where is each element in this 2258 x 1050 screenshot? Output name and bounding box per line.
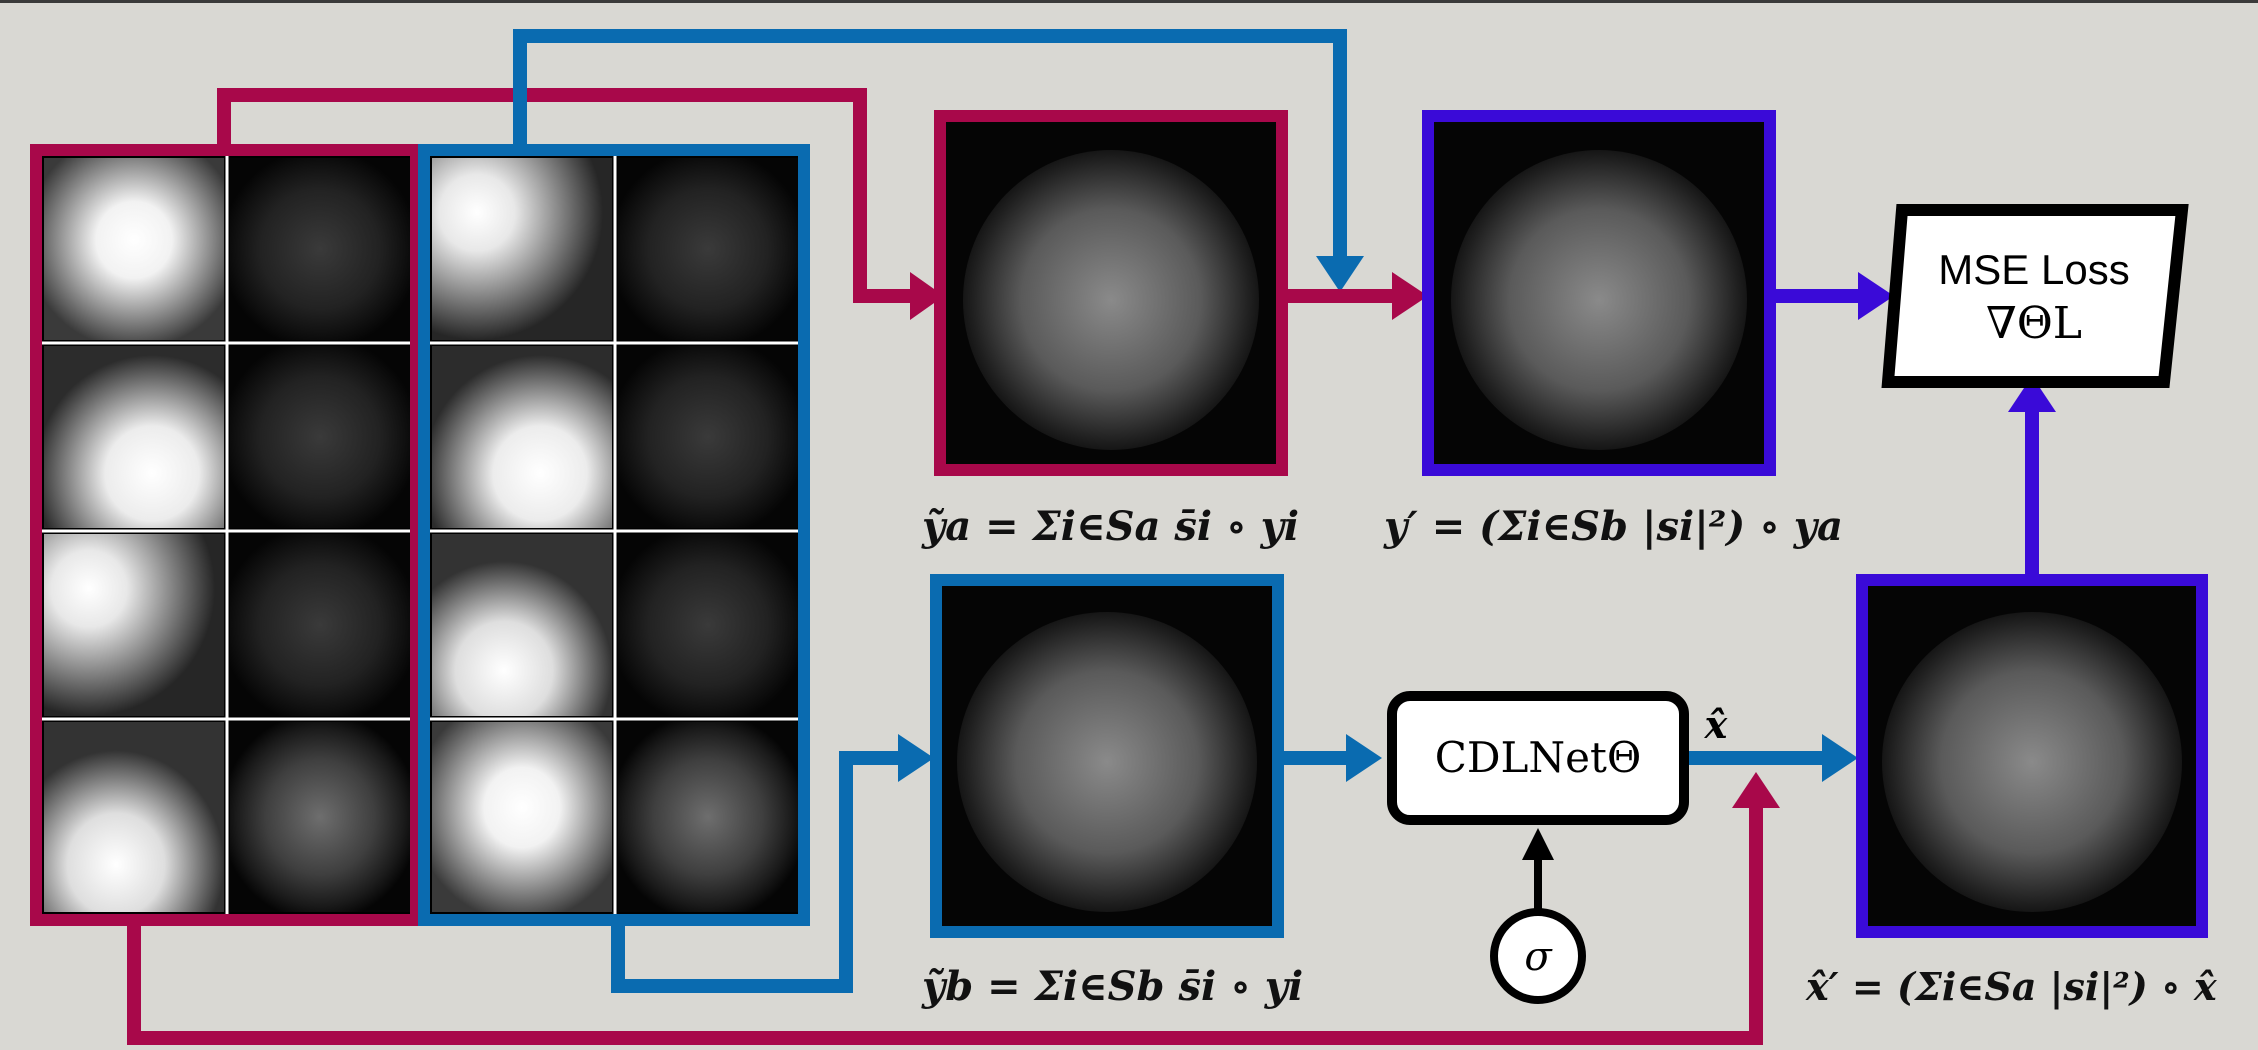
panel-yprime [1422,110,1776,476]
mse-loss-label: MSE Loss [1938,246,2129,293]
cdlnet-node: CDLNetΘ [1387,691,1689,825]
coil-map-a1 [44,158,224,340]
connector-a-to-xhatprime [127,808,1763,1045]
coil-map-a4 [44,722,224,912]
mse-loss-node: MSE Loss ∇ΘL [1881,204,2189,388]
arrow-head-icon [898,734,934,782]
sigma-label: σ [1524,934,1553,980]
equation-xhatprime: x̂′ = (Σi∈Sa |si|²) ∘ x̂ [1805,964,2218,1009]
arrow-head-icon [2008,376,2056,412]
equation-ya: ỹa = Σi∈Sa s̄i ∘ yi [921,503,1299,550]
sensitivity-stack-b [418,144,810,926]
panel-yb [930,574,1284,938]
panel-xhatprime [1856,574,2208,938]
arrow-head-icon [1858,272,1894,320]
coil-image-a1 [230,158,410,340]
arrow-head-icon [1316,256,1364,292]
coil-map-b3 [432,534,612,716]
equation-yb: ỹb = Σi∈Sb s̄i ∘ yi [921,963,1303,1010]
arrow-head-icon [1346,734,1382,782]
coil-image-b3 [618,534,798,716]
sensitivity-stack-a [30,144,422,926]
equation-yprime: y′ = (Σi∈Sb |si|²) ∘ ya [1383,503,1843,550]
arrow-head-icon [1522,828,1554,860]
connector-b-to-yb [611,751,898,993]
connector-a-to-ya [217,88,910,303]
coil-map-b2 [432,346,612,528]
xhat-edge-label: x̂ [1704,702,1729,747]
connector-b-to-yprime [513,29,1347,256]
cdlnet-label: CDLNetΘ [1435,733,1642,782]
panel-ya [934,110,1288,476]
arrow-head-icon [1392,272,1428,320]
arrow-head-icon [910,272,944,320]
arrow-head-icon [1732,772,1780,808]
top-rule [0,0,2258,3]
coil-image-b4 [618,722,798,912]
loss-gradient-label: ∇ΘL [1986,298,2082,349]
coil-image-a2 [230,346,410,528]
coil-image-a4 [230,722,410,912]
coil-map-a3 [44,534,224,716]
arrow-head-icon [1822,734,1858,782]
coil-image-a3 [230,534,410,716]
sigma-node: σ [1490,908,1586,1004]
coil-map-b4 [432,722,612,912]
coil-map-a2 [44,346,224,528]
coil-map-b1 [432,158,612,340]
coil-image-b1 [618,158,798,340]
coil-image-b2 [618,346,798,528]
